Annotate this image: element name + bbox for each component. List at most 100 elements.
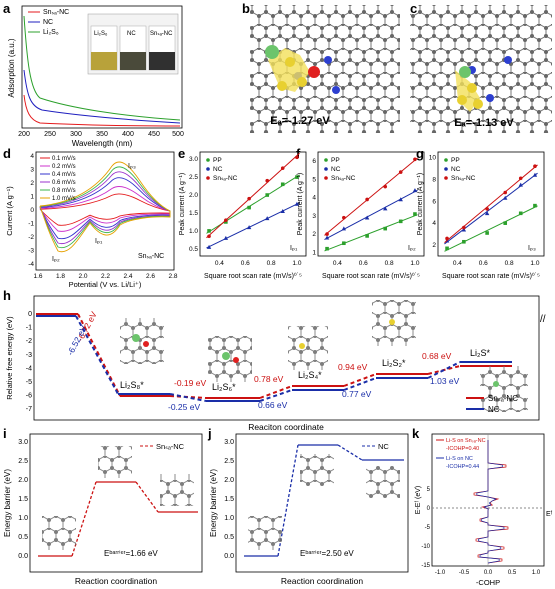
legend-d-rate-3: 0.6 mV/s (52, 180, 76, 186)
panel-e-tick-y3: 2.0 (189, 192, 198, 199)
panel-e-tick-y5: 3.0 (189, 156, 198, 163)
panel-g-point (533, 203, 537, 208)
tick-k-x0: -1.0 (435, 570, 446, 576)
species-li2s4: Li₂S₄* (298, 370, 322, 380)
panel-g-legend-0: PP (451, 157, 460, 164)
legend-k-3: -ICOHP=0.44 (446, 464, 479, 470)
ylabel-h: Relative free energy (eV) (5, 316, 14, 400)
panel-f-point (324, 235, 330, 240)
panel-g-point (503, 190, 508, 195)
red-label-3: 0.94 eV (338, 362, 368, 372)
tick-d-y0: -4 (28, 261, 34, 268)
panel-f-fit-0 (324, 214, 418, 252)
panel-g-tick-x2: 0.8 (505, 260, 514, 267)
xlabel-a: Wavelength (nm) (72, 139, 133, 148)
panel-e-tick-x3: 1.0 (292, 260, 301, 267)
panel-g-point (445, 246, 449, 251)
panel-f-tick-y2: 3 (312, 213, 316, 220)
panel-f-point (412, 188, 418, 193)
panel-f-point (413, 157, 417, 162)
cohp-1 (476, 440, 505, 564)
tick-j-y2: 1.0 (224, 515, 234, 522)
tick-d-x0: 1.6 (33, 273, 42, 280)
red-label-4: 0.68 eV (422, 351, 452, 361)
panel-f-point (413, 212, 417, 216)
panel-h: Li₂S₈* Li₂S₆* Li₂S₄* Li₂S₂* Li₂S* -6.72 … (5, 295, 546, 432)
annot-ip3: Iₚ₃ (128, 163, 136, 170)
vial-label-0: Li₂S₆ (94, 31, 108, 37)
panel-f-tick-x0: 0.4 (333, 260, 342, 267)
xlabel-h: Reaciton coordinate (248, 422, 324, 432)
panel-f-tick-x2: 0.8 (385, 260, 394, 267)
panel-f-tick-x1: 0.6 (359, 260, 368, 267)
li-atom-c (459, 66, 471, 78)
tick-h-y0: 0 (28, 311, 32, 318)
panel-letter-i: i (3, 426, 7, 441)
legend-k-2: Li-S on NC (446, 456, 473, 462)
panel-f-legend-marker-2 (324, 176, 328, 180)
panel-g-frame (437, 151, 545, 257)
panel-f-legend-0: PP (331, 157, 340, 164)
panel-f-fit-1 (324, 189, 418, 240)
tick-d-y2: -2 (28, 234, 34, 241)
xlabel-d: Potential (V vs. Li/Li⁺) (69, 280, 142, 289)
panel-e-legend-marker-2 (206, 176, 210, 180)
panel-letter-g: g (416, 146, 424, 161)
tick-i-y4: 2.0 (18, 477, 28, 484)
panel-letter-f: f (296, 146, 301, 161)
panel-c: Eₐ=-1.13 eV (410, 5, 552, 133)
tick-k-y2: -5 (425, 525, 431, 531)
line-a-lis (23, 15, 181, 121)
legend-j: NC (378, 442, 389, 451)
panel-d: 0.1 mV/s 0.2 mV/s 0.4 mV/s 0.6 mV/s 0.8 mV/s… (5, 151, 178, 289)
panel-g-point (445, 236, 449, 241)
tick-d-x5: 2.6 (146, 273, 155, 280)
tick-h-y2: -2 (26, 338, 32, 345)
legend-h-0: Snₛₐ-NC (488, 394, 518, 403)
panel-e-tick-y1: 1.0 (189, 228, 198, 235)
tick-d-y7: 3 (30, 167, 34, 174)
legend-d-rate-5: 1.0 mV/s (52, 196, 76, 202)
ylabel-a: Adsorption (a.u.) (7, 38, 16, 97)
cv-curve-4 (39, 166, 171, 249)
tick-d-x1: 1.8 (56, 273, 65, 280)
panel-g-tick-y3: 8 (432, 176, 436, 183)
panel-e-peak: Iₚ₁ (290, 245, 298, 252)
panel-g-xlabel: Square root scan rate (mV/s)⁰˙⁵ (442, 272, 540, 280)
panel-f-point (398, 219, 403, 224)
panel-e-point (280, 166, 285, 170)
panel-e-legend-marker-0 (206, 158, 210, 162)
panel-g-point (533, 164, 537, 169)
panel-e-tick-y4: 2.5 (189, 174, 198, 181)
tick-i-y5: 2.5 (18, 458, 28, 465)
panel-letter-k: k (412, 426, 420, 441)
panel-e-tick-x1: 0.6 (241, 260, 250, 267)
tick-h-y7: -7 (26, 406, 32, 413)
species-li2s8: Li₂S₈* (120, 380, 144, 390)
blue-label-4: 1.03 eV (430, 376, 460, 386)
panel-f-point (365, 234, 369, 238)
panel-f-tick-x3: 1.0 (410, 260, 419, 267)
panel-e-tick-x0: 0.4 (215, 260, 224, 267)
panel-g-tick-x3: 1.0 (530, 260, 539, 267)
ylabel-j: Energy barrier (eV) (209, 469, 218, 537)
panel-f-point (383, 184, 388, 189)
panel-letter-j: j (207, 426, 212, 441)
ylabel-i: Energy barrier (eV) (3, 469, 12, 537)
panel-k: Li-S on Snₛₐ-NC -ICOHP=0.40 Li-S on NC -… (415, 433, 553, 587)
xlabel-k: -COHP (476, 578, 500, 587)
panel-g-point (503, 195, 508, 200)
panel-e-point (295, 175, 299, 179)
panel-e-frame (199, 151, 307, 257)
tick-a-x4: 400 (122, 131, 134, 138)
legend-a-1: NC (43, 19, 53, 26)
legend-d: 0.1 mV/s 0.2 mV/s 0.4 mV/s 0.6 mV/s 0.8 mV/s… (40, 156, 76, 202)
panel-g-point (518, 176, 523, 181)
panel-g-peak: Iₚ₃ (528, 245, 536, 252)
vial-label-2: Snₛₐ-NC (150, 31, 173, 37)
panel-e-fit-1 (206, 202, 300, 249)
tick-a-x5: 450 (148, 131, 160, 138)
panel-f-tick-y3: 4 (312, 195, 316, 202)
panel-g-point (485, 231, 489, 235)
tick-i-y3: 1.5 (18, 496, 28, 503)
